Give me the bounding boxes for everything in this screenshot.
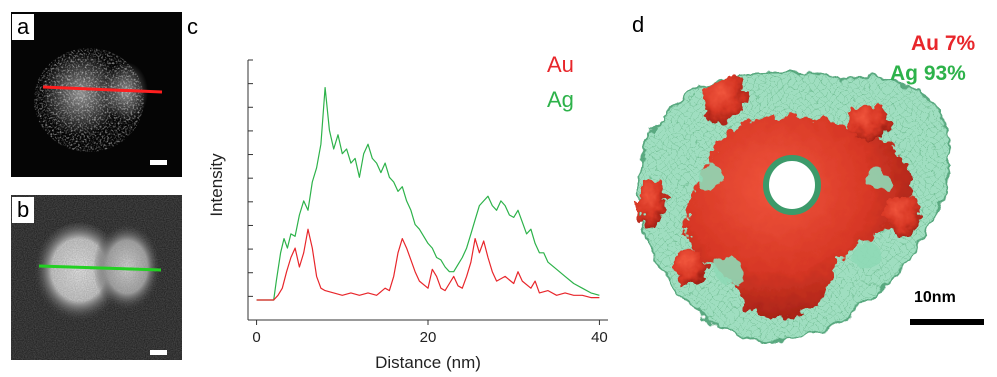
composition-ag: Ag 93%: [890, 62, 966, 85]
legend-ag: Ag: [547, 87, 574, 112]
panel-label-d: d: [632, 12, 645, 38]
scale-bar-label: 10nm: [914, 289, 956, 306]
panel-label-c: c: [187, 14, 198, 40]
x-tick-label: 40: [591, 329, 608, 346]
series-line-ag: [256, 87, 600, 301]
haadf-image-a: [11, 12, 182, 177]
scale-bar-a: [150, 160, 167, 165]
panel-label-a: a: [12, 14, 35, 40]
x-axis-title: Distance (nm): [375, 353, 481, 372]
haadf-image-b: [11, 195, 182, 360]
legend-au: Au: [547, 52, 574, 77]
scale-bar-b: [150, 350, 167, 355]
composition-au: Au 7%: [911, 32, 976, 55]
line-profile-green: [38, 264, 162, 272]
scale-bar-d: [910, 319, 984, 325]
intensity-line-profile-chart: 0 20 40 Distance (nm) Intensity: [207, 59, 608, 372]
panel-label-b: b: [12, 197, 35, 223]
x-tick-label: 0: [252, 329, 260, 346]
series-line-au: [256, 228, 600, 301]
x-tick-label: 20: [420, 329, 437, 346]
y-axis-title: Intensity: [207, 153, 226, 217]
line-profile-red: [42, 85, 163, 94]
tomography-3d-reconstruction: [637, 71, 951, 342]
